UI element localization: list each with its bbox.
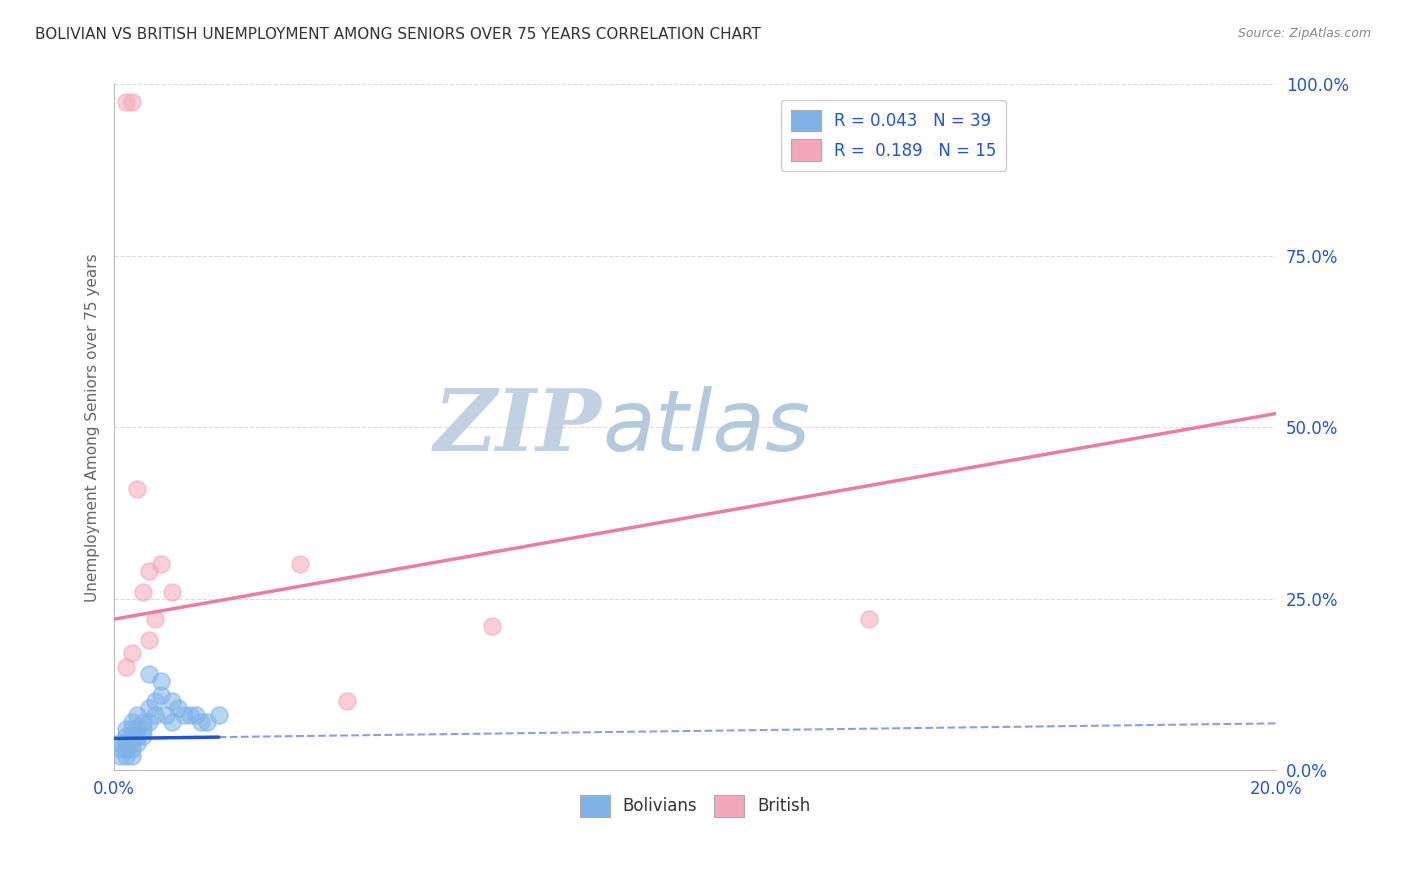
Point (143, 708, 166, 723)
Text: Source: ZipAtlas.com: Source: ZipAtlas.com (1237, 27, 1371, 40)
Point (149, 673, 172, 688)
Point (114, 749, 136, 764)
Point (114, 742, 136, 756)
Point (143, 612, 166, 626)
Point (162, 584, 184, 599)
Point (190, 714, 212, 729)
Point (114, 660, 136, 674)
Point (162, 694, 184, 708)
Point (132, 714, 155, 729)
Point (132, 729, 155, 743)
Point (162, 714, 184, 729)
Point (127, 722, 149, 736)
Point (179, 708, 201, 723)
Point (108, 742, 131, 756)
Point (121, 742, 143, 756)
Point (121, 729, 143, 743)
Point (127, 708, 149, 723)
Point (155, 708, 177, 723)
Point (149, 558, 172, 572)
Point (335, 694, 357, 708)
Point (114, 729, 136, 743)
Text: ZIP: ZIP (434, 385, 602, 469)
Point (121, 95, 143, 109)
Point (108, 735, 131, 749)
Point (121, 647, 143, 661)
Point (149, 688, 172, 702)
Point (481, 619, 503, 633)
Point (173, 708, 195, 723)
Point (121, 722, 143, 736)
Point (138, 667, 160, 681)
Point (108, 749, 131, 764)
Point (138, 714, 160, 729)
Point (138, 701, 160, 715)
Legend: Bolivians, British: Bolivians, British (572, 789, 817, 823)
Point (132, 584, 155, 599)
Point (114, 722, 136, 736)
Point (114, 95, 136, 109)
Point (858, 612, 880, 626)
Point (208, 708, 231, 723)
Point (114, 742, 136, 756)
Point (132, 722, 155, 736)
Y-axis label: Unemployment Among Seniors over 75 years: Unemployment Among Seniors over 75 years (86, 253, 100, 601)
Point (184, 708, 207, 723)
Text: BOLIVIAN VS BRITISH UNEMPLOYMENT AMONG SENIORS OVER 75 YEARS CORRELATION CHART: BOLIVIAN VS BRITISH UNEMPLOYMENT AMONG S… (35, 27, 761, 42)
Point (127, 482, 149, 496)
Point (127, 735, 149, 749)
Text: atlas: atlas (602, 385, 810, 468)
Point (167, 701, 190, 715)
Point (138, 632, 160, 647)
Point (138, 564, 160, 578)
Point (288, 558, 311, 572)
Point (121, 735, 143, 749)
Point (121, 714, 143, 729)
Point (143, 694, 166, 708)
Point (121, 749, 143, 764)
Point (195, 714, 218, 729)
Point (127, 729, 149, 743)
Point (114, 735, 136, 749)
